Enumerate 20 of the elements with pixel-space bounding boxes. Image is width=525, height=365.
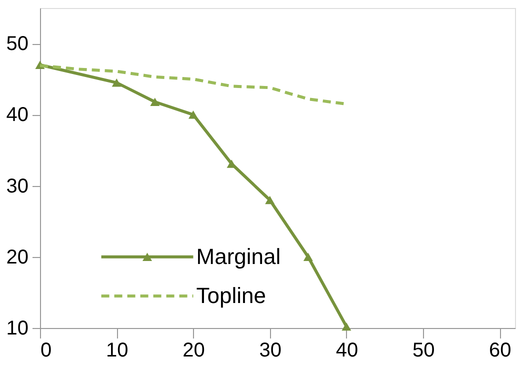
point <box>265 196 275 204</box>
x-tick-label: 20 <box>182 340 205 362</box>
y-tick-label: 30 <box>6 175 28 198</box>
legend-label: Marginal <box>196 244 281 269</box>
point <box>150 98 160 106</box>
y-tick-label: 20 <box>6 246 28 268</box>
y-tick-label: 10 <box>6 318 28 340</box>
point <box>188 110 198 119</box>
x-tick-label: 60 <box>489 340 512 362</box>
x-tick-label: 40 <box>336 340 358 362</box>
point <box>112 78 122 87</box>
y-tick-label: 50 <box>6 33 28 56</box>
point <box>342 322 352 331</box>
x-tick-label: 10 <box>106 340 128 362</box>
x-tick-label: 0 <box>40 340 52 362</box>
x-tick-label: 30 <box>259 340 282 362</box>
point <box>303 252 313 261</box>
y-tick-label: 40 <box>6 104 28 126</box>
legend-label: Topline <box>196 283 266 308</box>
x-tick-label: 50 <box>412 340 435 362</box>
